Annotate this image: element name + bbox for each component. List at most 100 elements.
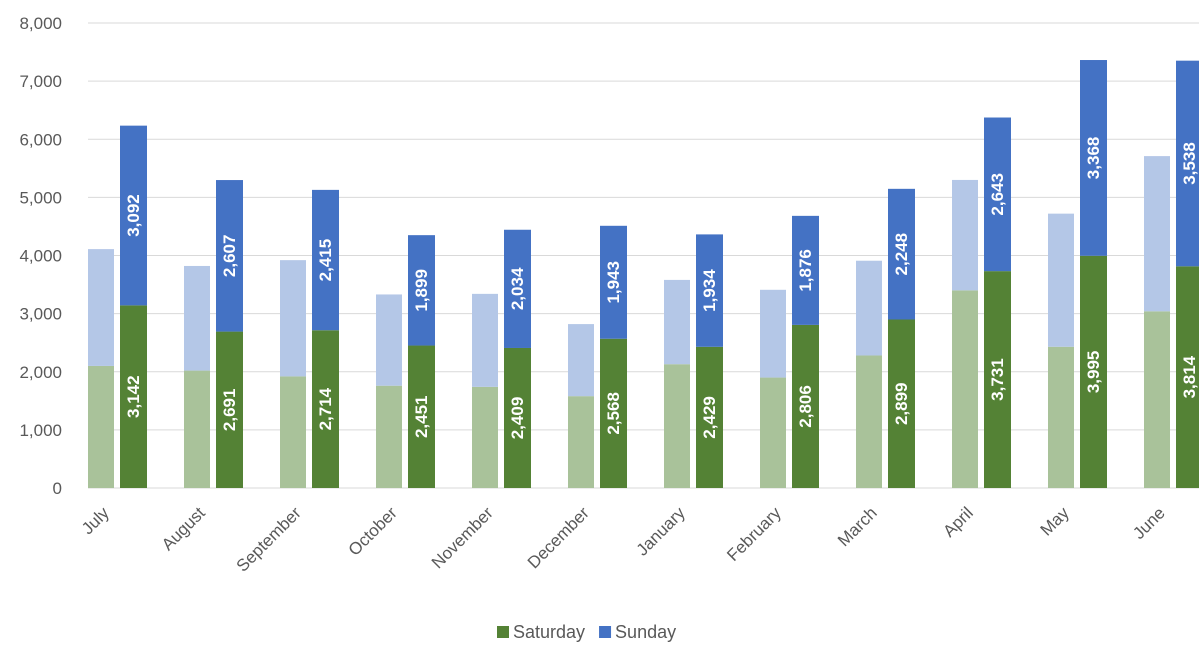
data-label-sunday: 3,538 — [1180, 142, 1199, 185]
ghost-bar-saturday — [184, 370, 210, 488]
y-tick-label: 2,000 — [19, 363, 62, 382]
ghost-bar-sunday — [1144, 156, 1170, 312]
data-label-saturday: 2,429 — [700, 396, 719, 439]
x-tick-label: July — [78, 503, 113, 538]
bar-saturday — [600, 338, 627, 488]
x-tick-label: March — [834, 503, 881, 550]
ghost-bar-saturday — [376, 385, 402, 488]
y-tick-label: 8,000 — [19, 14, 62, 33]
bar-saturday — [408, 345, 435, 488]
data-label-saturday: 2,568 — [604, 392, 623, 435]
ghost-bar-saturday — [1144, 311, 1170, 488]
ghost-bar-sunday — [1048, 213, 1074, 347]
data-label-sunday: 2,607 — [220, 235, 239, 278]
data-label-sunday: 2,415 — [316, 239, 335, 282]
ghost-bar-sunday — [760, 289, 786, 378]
bar-saturday — [792, 324, 819, 488]
y-axis: 0 1,000 2,000 3,000 4,000 5,000 6,000 7,000 8,00… — [19, 14, 62, 498]
bar-sunday — [1080, 60, 1107, 256]
data-label-sunday: 3,092 — [124, 194, 143, 237]
data-label-saturday: 3,995 — [1084, 351, 1103, 394]
x-tick-label: January — [633, 503, 690, 560]
ghost-bar-saturday — [760, 377, 786, 488]
y-tick-label: 0 — [53, 479, 62, 498]
ghost-bar-sunday — [472, 293, 498, 387]
bar-sunday — [888, 188, 915, 320]
data-label-saturday: 2,451 — [412, 395, 431, 438]
ghost-bar-sunday — [376, 294, 402, 386]
x-axis: July August September October November Decemb… — [78, 503, 1169, 576]
data-label-saturday: 2,714 — [316, 387, 335, 430]
ghost-bar-sunday — [664, 279, 690, 365]
bar-sunday — [984, 117, 1011, 272]
ghost-bar-sunday — [184, 265, 210, 371]
ghost-bar-sunday — [856, 260, 882, 356]
data-label-saturday: 2,899 — [892, 382, 911, 425]
legend-swatch — [599, 626, 612, 638]
x-tick-label: June — [1129, 503, 1169, 543]
y-tick-label: 7,000 — [19, 72, 62, 91]
ghost-bar-sunday — [952, 179, 978, 291]
data-label-saturday: 2,409 — [508, 397, 527, 440]
ghost-bar-sunday — [88, 249, 114, 366]
ghost-bar-sunday — [280, 260, 306, 377]
bar-saturday — [504, 347, 531, 488]
ghost-bar-saturday — [568, 396, 594, 488]
bar-saturday — [888, 319, 915, 488]
x-tick-label: September — [233, 503, 305, 575]
x-tick-label: October — [345, 503, 401, 559]
data-label-sunday: 1,876 — [796, 249, 815, 292]
x-tick-label: April — [939, 503, 976, 540]
ghost-bar-sunday — [568, 324, 594, 397]
legend: Saturday Sunday — [497, 622, 676, 642]
data-label-sunday: 2,034 — [508, 267, 527, 310]
bar-saturday — [1080, 255, 1107, 488]
ghost-bar-saturday — [88, 365, 114, 488]
bar-sunday — [1176, 60, 1199, 267]
y-tick-label: 6,000 — [19, 130, 62, 149]
bar-sunday — [120, 125, 147, 306]
x-tick-label: December — [524, 503, 593, 572]
data-label-sunday: 1,943 — [604, 261, 623, 304]
bar-saturday — [1176, 266, 1199, 488]
x-tick-label: May — [1037, 503, 1073, 539]
bar-saturday — [312, 330, 339, 488]
legend-label: Saturday — [513, 622, 585, 642]
bar-sunday — [312, 189, 339, 331]
data-label-sunday: 1,899 — [412, 269, 431, 312]
bars: 3,142 3,092 2,691 2,607 2,714 2,415 2,451 1,899… — [88, 60, 1199, 488]
data-label-saturday: 3,731 — [988, 358, 1007, 401]
data-label-saturday: 3,814 — [1180, 355, 1199, 398]
bar-sunday — [696, 234, 723, 347]
ghost-bar-saturday — [1048, 346, 1074, 488]
bar-sunday — [792, 215, 819, 325]
ghost-bar-saturday — [280, 376, 306, 488]
data-label-saturday: 2,806 — [796, 385, 815, 428]
ghost-bar-saturday — [856, 355, 882, 488]
data-label-sunday: 1,934 — [700, 269, 719, 312]
bar-saturday — [216, 331, 243, 488]
y-tick-label: 4,000 — [19, 247, 62, 266]
bar-sunday — [600, 225, 627, 339]
ghost-bar-saturday — [472, 386, 498, 488]
bar-sunday — [504, 229, 531, 348]
x-tick-label: February — [723, 503, 785, 565]
data-label-sunday: 2,643 — [988, 173, 1007, 216]
bar-saturday — [120, 305, 147, 488]
legend-label: Sunday — [615, 622, 676, 642]
x-tick-label: November — [428, 503, 497, 572]
data-label-saturday: 2,691 — [220, 389, 239, 432]
x-tick-label: August — [158, 503, 209, 554]
bar-saturday — [696, 346, 723, 488]
data-label-saturday: 3,142 — [124, 375, 143, 418]
gridlines — [88, 22, 1199, 489]
bar-sunday — [408, 235, 435, 346]
y-tick-label: 3,000 — [19, 305, 62, 324]
y-tick-label: 5,000 — [19, 188, 62, 207]
ghost-bar-saturday — [664, 364, 690, 488]
bar-saturday — [984, 271, 1011, 488]
y-tick-label: 1,000 — [19, 421, 62, 440]
ghost-bar-saturday — [952, 290, 978, 488]
data-label-sunday: 2,248 — [892, 233, 911, 276]
